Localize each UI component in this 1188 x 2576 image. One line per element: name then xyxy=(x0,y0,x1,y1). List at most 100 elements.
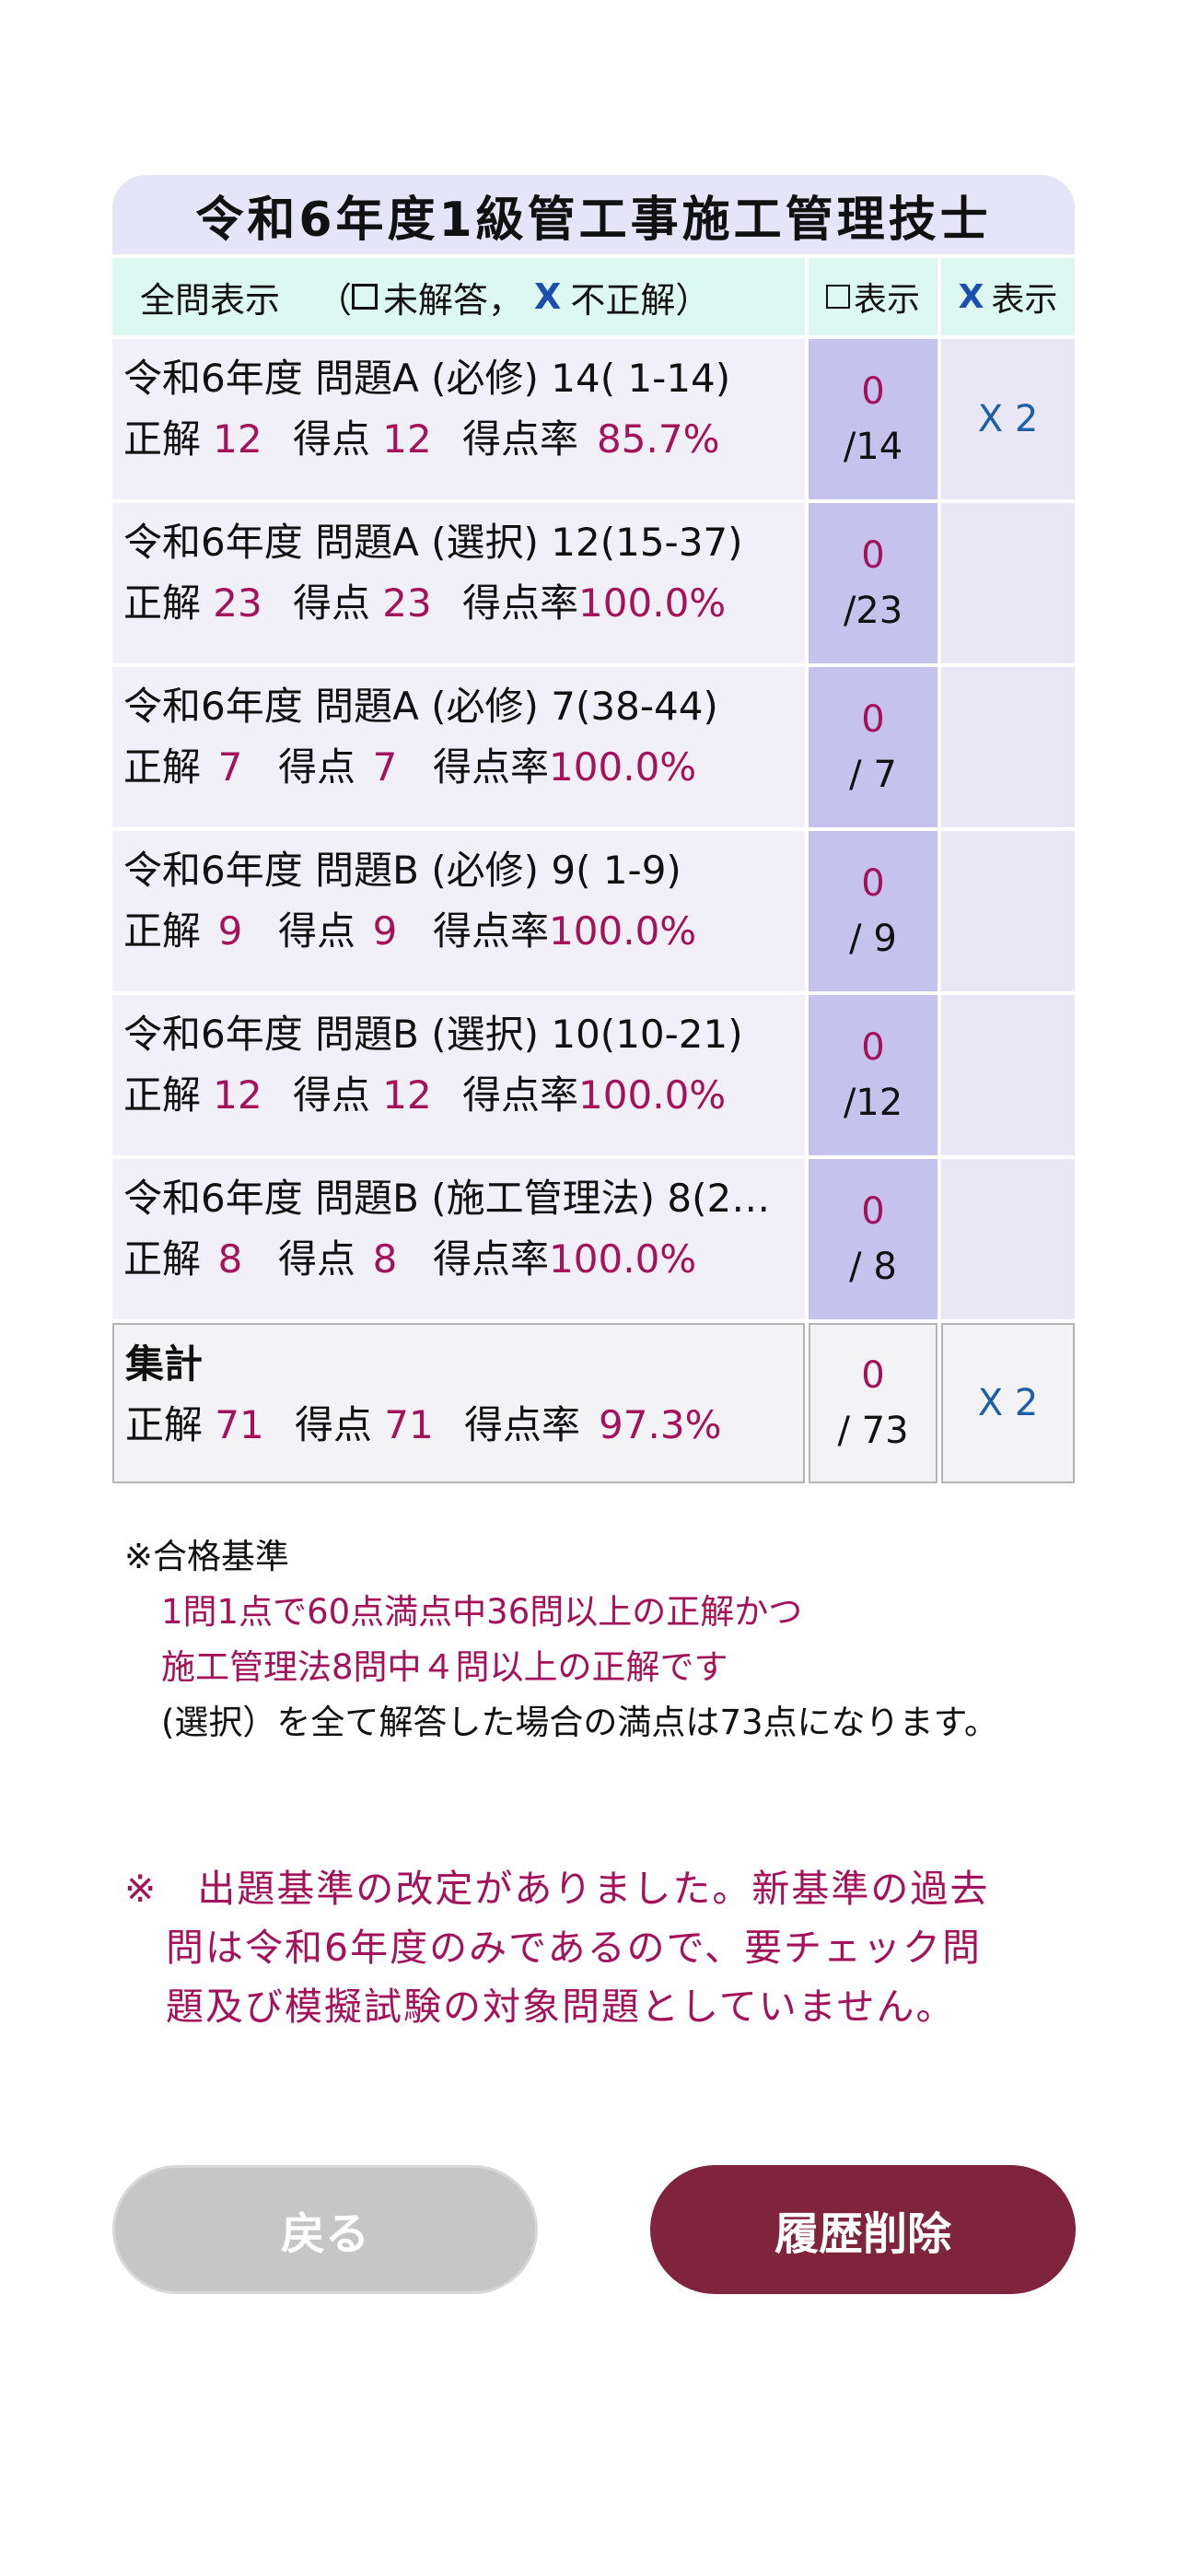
section-cell[interactable]: 令和6年度 問題A (必修) 14( 1-14) 正解 12 得点 12 得点率 85.7… xyxy=(112,339,805,499)
correct-value: 7 xyxy=(217,744,243,790)
incorrect-label: 不正解 xyxy=(570,279,676,321)
unanswered-count: 0 xyxy=(861,1026,885,1069)
section-cell[interactable]: 令和6年度 問題A (必修) 7(38-44) 正解 7 得点 7 得点率100.0% xyxy=(112,667,805,827)
unanswered-cell[interactable]: 0 /12 xyxy=(809,995,938,1155)
notes-line: (選択）を全て解答した場合の満点は73点になります。 xyxy=(161,1703,998,1742)
unanswered-count: 0 xyxy=(861,1190,885,1233)
score-value: 71 xyxy=(384,1402,434,1447)
question-total: / 73 xyxy=(837,1410,909,1452)
score-value: 12 xyxy=(382,1072,432,1118)
section-title: 令和6年度 問題A (必修) 14( 1-14) xyxy=(123,356,731,401)
correct-value: 9 xyxy=(217,908,243,954)
unanswered-cell[interactable]: 0 /14 xyxy=(809,339,938,499)
correct-value: 12 xyxy=(213,1072,262,1118)
correct-value: 71 xyxy=(215,1402,264,1447)
rate-value: 100.0% xyxy=(549,908,697,954)
unanswered-cell[interactable]: 0 / 7 xyxy=(809,667,938,827)
total-unanswered-cell[interactable]: 0 / 73 xyxy=(809,1323,938,1483)
show-all-filter[interactable]: 全問表示 （ 未解答， X 不正解 ） xyxy=(112,258,805,335)
correct-label: 正解 xyxy=(123,1236,202,1282)
question-total: / 7 xyxy=(849,754,897,796)
section-cell[interactable]: 令和6年度 問題B (必修) 9( 1-9) 正解 9 得点 9 得点率100.0% xyxy=(112,831,805,991)
warning-line: 題及び模擬試験の対象問題としていません。 xyxy=(166,1985,956,2029)
question-total: /12 xyxy=(843,1082,903,1124)
section-stats: 正解 12 得点 12 得点率 85.7% xyxy=(123,413,805,466)
score-value: 7 xyxy=(372,744,398,790)
page-title: 令和6年度1級管工事施工管理技士 xyxy=(112,175,1075,254)
section-title: 令和6年度 問題B (必修) 9( 1-9) xyxy=(123,848,681,893)
table-header: 全問表示 （ 未解答， X 不正解 ） 表示 X 表示 xyxy=(112,258,1075,335)
section-stats: 正解 12 得点 12 得点率100.0% xyxy=(123,1069,805,1122)
score-label: 得点 xyxy=(278,908,356,954)
unanswered-count: 0 xyxy=(861,698,885,741)
section-stats: 正解 23 得点 23 得点率100.0% xyxy=(123,577,805,630)
table-row: 令和6年度 問題A (選択) 12(15-37) 正解 23 得点 23 得点率100.… xyxy=(112,503,1075,663)
correct-label: 正解 xyxy=(123,1072,202,1118)
unanswered-cell[interactable]: 0 / 8 xyxy=(809,1159,938,1319)
rate-label: 得点率 xyxy=(462,416,579,462)
correct-value: 12 xyxy=(213,416,262,462)
incorrect-count: X 2 xyxy=(977,398,1039,440)
checkbox-icon xyxy=(352,284,379,310)
total-label: 集計 xyxy=(125,1341,204,1387)
section-cell[interactable]: 令和6年度 問題B (選択) 10(10-21) 正解 12 得点 12 得点率100.… xyxy=(112,995,805,1155)
total-cell[interactable]: 集計 正解 71 得点 71 得点率 97.3% xyxy=(112,1323,805,1483)
section-stats: 正解 7 得点 7 得点率100.0% xyxy=(123,741,805,794)
incorrect-cell[interactable] xyxy=(941,995,1075,1155)
notes-line: 1問1点で60点満点中36問以上の正解かつ xyxy=(161,1592,803,1632)
unanswered-count: 0 xyxy=(861,370,885,413)
incorrect-cell[interactable]: X 2 xyxy=(941,339,1075,499)
correct-value: 8 xyxy=(217,1236,243,1282)
unanswered-count: 0 xyxy=(861,1354,885,1397)
warning-line: 問は令和6年度のみであるので、要チェック問 xyxy=(166,1926,983,1970)
total-incorrect-cell[interactable]: X 2 xyxy=(941,1323,1075,1483)
show-label: 表示 xyxy=(853,281,920,319)
warning-line: ※ 出題基準の改定がありました。新基準の過去 xyxy=(124,1867,990,1911)
question-total: / 9 xyxy=(849,918,897,960)
question-total: /14 xyxy=(843,426,903,468)
correct-label: 正解 xyxy=(123,908,202,954)
paren-close: ） xyxy=(675,279,711,321)
section-cell[interactable]: 令和6年度 問題A (選択) 12(15-37) 正解 23 得点 23 得点率100.… xyxy=(112,503,805,663)
score-label: 得点 xyxy=(293,1072,371,1118)
section-title: 令和6年度 問題B (選択) 10(10-21) xyxy=(123,1012,743,1057)
checkbox-icon xyxy=(825,285,850,309)
correct-label: 正解 xyxy=(123,744,202,790)
score-value: 23 xyxy=(382,580,432,626)
rate-label: 得点率 xyxy=(462,1072,579,1118)
rate-label: 得点率 xyxy=(464,1402,581,1447)
incorrect-cell[interactable] xyxy=(941,503,1075,663)
table-row: 令和6年度 問題A (必修) 14( 1-14) 正解 12 得点 12 得点率 85.7… xyxy=(112,339,1075,499)
paren-open: （ xyxy=(317,279,353,321)
rate-value: 85.7% xyxy=(597,416,720,462)
rate-value: 100.0% xyxy=(549,1236,697,1282)
section-title: 令和6年度 問題A (必修) 7(38-44) xyxy=(123,684,718,729)
correct-label: 正解 xyxy=(123,580,202,626)
rate-label: 得点率 xyxy=(433,744,550,790)
total-row: 集計 正解 71 得点 71 得点率 97.3% 0 / 73 X 2 xyxy=(112,1323,1075,1483)
unanswered-cell[interactable]: 0 /23 xyxy=(809,503,938,663)
table-row: 令和6年度 問題A (必修) 7(38-44) 正解 7 得点 7 得点率100.0% … xyxy=(112,667,1075,827)
section-cell[interactable]: 令和6年度 問題B (施工管理法) 8(2… 正解 8 得点 8 得点率100.0% xyxy=(112,1159,805,1319)
question-total: / 8 xyxy=(849,1246,897,1288)
score-label: 得点 xyxy=(278,744,356,790)
incorrect-cell[interactable] xyxy=(941,667,1075,827)
notes-line: 施工管理法8問中４問以上の正解です xyxy=(161,1647,728,1687)
incorrect-cell[interactable] xyxy=(941,831,1075,991)
pass-criteria-notes: ※合格基準 1問1点で60点満点中36問以上の正解かつ 施工管理法8問中４問以上… xyxy=(124,1529,1101,1751)
score-label: 得点 xyxy=(295,1402,373,1447)
incorrect-cell[interactable] xyxy=(941,1159,1075,1319)
rate-value: 100.0% xyxy=(578,580,727,626)
rate-label: 得点率 xyxy=(433,1236,550,1282)
show-unanswered-filter[interactable]: 表示 xyxy=(809,258,938,335)
table-row: 令和6年度 問題B (必修) 9( 1-9) 正解 9 得点 9 得点率100.0% 0… xyxy=(112,831,1075,991)
unanswered-cell[interactable]: 0 / 9 xyxy=(809,831,938,991)
back-button[interactable]: 戻る xyxy=(112,2165,538,2294)
incorrect-count: X 2 xyxy=(977,1382,1039,1424)
question-total: /23 xyxy=(843,590,903,632)
delete-history-button[interactable]: 履歴削除 xyxy=(650,2165,1076,2294)
show-incorrect-filter[interactable]: X 表示 xyxy=(941,258,1075,335)
show-label: 表示 xyxy=(991,281,1058,319)
correct-value: 23 xyxy=(213,580,262,626)
rate-value: 97.3% xyxy=(599,1402,722,1447)
